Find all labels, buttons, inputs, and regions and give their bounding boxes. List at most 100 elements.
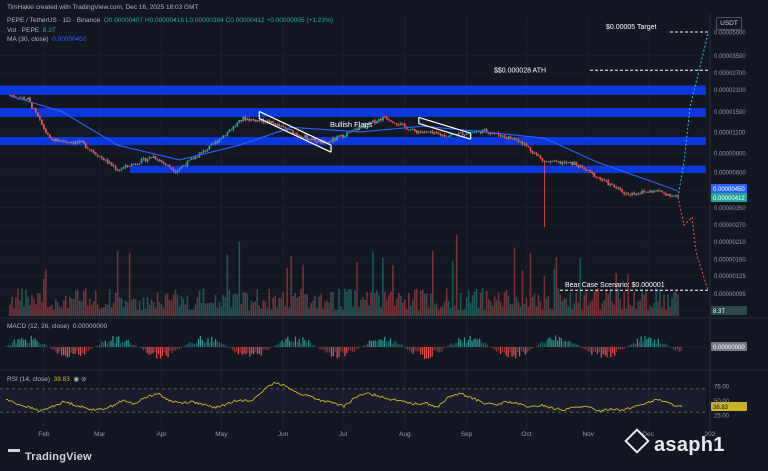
macd-histogram-bar — [608, 347, 610, 352]
macd-histogram-bar — [40, 344, 42, 347]
volume-bar — [238, 241, 241, 316]
macd-histogram-bar — [418, 347, 420, 352]
macd-histogram-bar — [405, 347, 407, 348]
candle-body — [42, 124, 45, 130]
macd-histogram-bar — [507, 347, 509, 358]
x-tick-label: Aug — [399, 431, 411, 438]
macd-histogram-bar — [433, 347, 435, 351]
macd-histogram-bar — [439, 347, 441, 353]
candle-body — [316, 141, 318, 143]
volume-bar — [433, 304, 436, 316]
volume-bar — [551, 308, 554, 316]
candle-body — [276, 124, 279, 126]
macd-histogram-bar — [678, 347, 680, 352]
candle-body — [541, 157, 544, 161]
candle-body — [98, 156, 101, 158]
macd-histogram-bar — [300, 343, 302, 347]
volume-bar — [481, 288, 484, 316]
macd-histogram-bar — [234, 347, 236, 353]
candle-body — [310, 138, 312, 141]
volume-bar — [631, 306, 633, 316]
macd-histogram-bar — [247, 347, 249, 353]
macd-histogram-bar — [245, 347, 247, 355]
volume-bar — [499, 301, 502, 316]
candle-body — [308, 138, 310, 140]
candle-body — [23, 97, 25, 100]
macd-histogram-bar — [429, 347, 431, 358]
macd-histogram-bar — [51, 347, 53, 350]
volume-bar — [23, 306, 25, 316]
macd-histogram-bar — [144, 347, 146, 350]
volume-bar — [423, 293, 426, 316]
candle-body — [503, 135, 506, 137]
volume-bar — [613, 304, 615, 316]
macd-pane — [0, 335, 706, 359]
volume-bar — [162, 307, 165, 316]
currency-selector[interactable]: USDT — [716, 17, 742, 30]
macd-histogram-bar — [382, 340, 384, 347]
volume-bar — [583, 295, 586, 316]
macd-histogram-bar — [6, 345, 8, 347]
candle-body — [639, 193, 642, 195]
candle-body — [110, 162, 113, 166]
candle-body — [106, 159, 109, 164]
x-tick-label: May — [215, 431, 228, 438]
volume-bar — [242, 292, 245, 316]
volume-bar — [312, 300, 314, 316]
macd-histogram-bar — [397, 344, 399, 347]
macd-histogram-bar — [427, 347, 429, 359]
macd-histogram-bar — [376, 341, 378, 347]
y-tick-label: 0.00000125 — [714, 274, 746, 280]
zone-band — [130, 165, 706, 174]
eye-icon[interactable]: ◉ ⊘ — [71, 376, 87, 383]
candle-body — [623, 192, 626, 194]
symbol-name[interactable]: PEPE / TetherUS · 1D · Binance — [7, 17, 101, 24]
candle-body — [613, 184, 616, 188]
macd-header-value: 0.00000000 — [72, 323, 108, 330]
candle-body — [529, 147, 532, 151]
macd-histogram-bar — [262, 347, 264, 351]
candle-body — [637, 193, 640, 195]
macd-histogram-bar — [353, 347, 355, 352]
volume-bar — [453, 305, 456, 316]
volume-bar — [344, 288, 346, 316]
volume-bar — [80, 301, 83, 316]
macd-histogram-bar — [486, 344, 488, 347]
candle-body — [423, 131, 426, 133]
macd-histogram-bar — [458, 338, 460, 347]
volume-bar — [49, 306, 51, 316]
candle-body — [92, 150, 95, 153]
candle-body — [647, 192, 649, 193]
candle-body — [381, 116, 384, 121]
chart-credit: TimHakki created with TradingView.com, D… — [7, 4, 198, 11]
volume-bar — [607, 293, 610, 316]
volume-bar — [639, 300, 641, 316]
volume-bar — [19, 300, 21, 316]
candle-body — [551, 161, 554, 162]
candle-body — [264, 122, 267, 124]
volume-bar — [501, 306, 504, 316]
candle-body — [342, 134, 344, 138]
macd-histogram-bar — [494, 347, 496, 350]
candle-body — [112, 165, 115, 167]
volume-bar — [563, 297, 566, 316]
macd-histogram-bar — [140, 347, 143, 349]
macd-histogram-bar — [163, 347, 165, 353]
volume-bar — [178, 306, 181, 316]
candle-body — [126, 165, 129, 167]
macd-histogram-bar — [614, 347, 616, 356]
volume-bar — [218, 302, 221, 316]
volume-bar — [106, 304, 109, 316]
volume-bar — [300, 288, 302, 316]
candle-body — [38, 116, 41, 120]
candle-body — [244, 116, 247, 121]
volume-bar — [633, 291, 635, 316]
macd-histogram-bar — [44, 343, 46, 347]
volume-bar — [25, 289, 27, 316]
volume-bar — [388, 294, 390, 316]
candle-body — [615, 187, 618, 189]
candle-body — [164, 163, 167, 165]
candle-body — [593, 173, 596, 177]
volume-bar — [67, 308, 69, 316]
